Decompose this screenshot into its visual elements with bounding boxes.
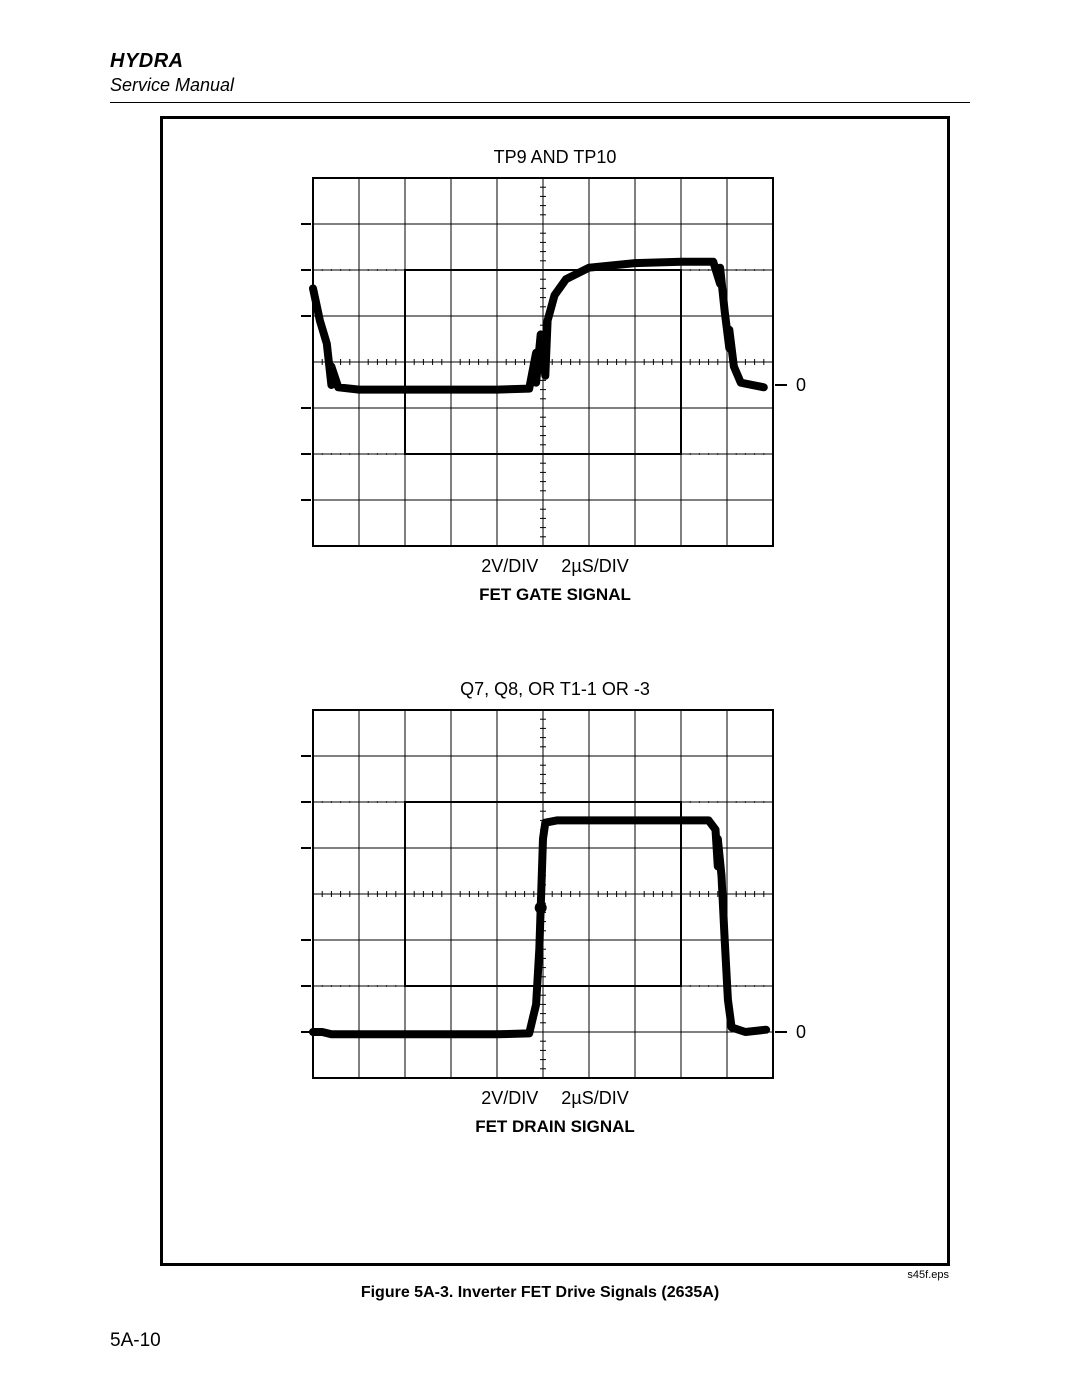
- scope1-scale: 2V/DIV 2µS/DIV: [163, 556, 947, 577]
- scope-block-gate: TP9 AND TP10 0 2V/DIV 2µS/DIV FET GATE S…: [163, 147, 947, 605]
- scope2-zero-label: 0: [796, 1022, 812, 1043]
- scope1-zero-label: 0: [796, 375, 812, 396]
- header-rule: [110, 102, 970, 103]
- scope1-graticule: [298, 176, 788, 548]
- scope1-title: TP9 AND TP10: [163, 147, 947, 168]
- manual-title: HYDRA: [110, 50, 970, 73]
- scope1-signal-label: FET GATE SIGNAL: [163, 585, 947, 605]
- page-number: 5A-10: [110, 1330, 161, 1352]
- scope2-title: Q7, Q8, OR T1-1 OR -3: [163, 679, 947, 700]
- scope-block-drain: Q7, Q8, OR T1-1 OR -3 0 2V/DIV 2µS/DIV F…: [163, 679, 947, 1137]
- manual-subtitle: Service Manual: [110, 75, 970, 96]
- scope2-graticule: [298, 708, 788, 1080]
- page-header: HYDRA Service Manual: [110, 50, 970, 103]
- scope2-signal-label: FET DRAIN SIGNAL: [163, 1117, 947, 1137]
- eps-filename: s45f.eps: [907, 1269, 949, 1281]
- scope2-scale: 2V/DIV 2µS/DIV: [163, 1088, 947, 1109]
- figure-frame: TP9 AND TP10 0 2V/DIV 2µS/DIV FET GATE S…: [160, 116, 950, 1266]
- figure-caption: Figure 5A-3. Inverter FET Drive Signals …: [0, 1284, 1080, 1302]
